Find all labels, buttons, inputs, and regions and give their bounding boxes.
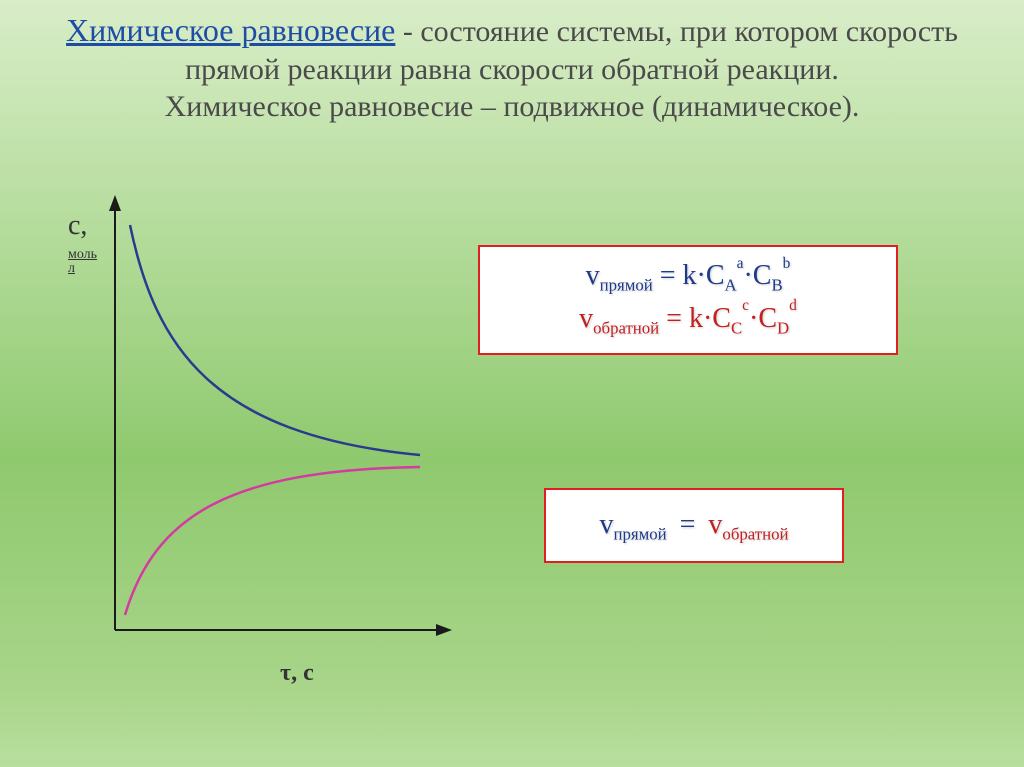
formula-forward: vпрямой = k·CAa·CBb [498,255,878,298]
x-axis-arrow [436,624,452,636]
equals-sign: = [674,509,702,540]
y-axis-arrow [109,195,121,211]
concentration-chart [60,195,440,655]
curve-reverse [125,467,420,615]
rate-formulas-box: vпрямой = k·CAa·CBb vобратной = k·CCc·CD… [478,245,898,355]
title-line2: Химическое равновесие – подвижное (динам… [40,88,984,126]
x-axis-label: τ, с [280,660,314,687]
title-block: Химическое равновесие - состояние систем… [0,0,1024,126]
title-term: Химическое равновесие [66,12,395,48]
rhs-reverse: vобратной [708,509,788,540]
curve-forward [130,225,420,455]
formula-reverse: vобратной = k·CCc·CDd [498,298,878,341]
chart-svg [60,195,460,655]
lhs-forward: vпрямой [600,509,674,540]
equilibrium-condition-box: vпрямой = vобратной [544,488,844,563]
